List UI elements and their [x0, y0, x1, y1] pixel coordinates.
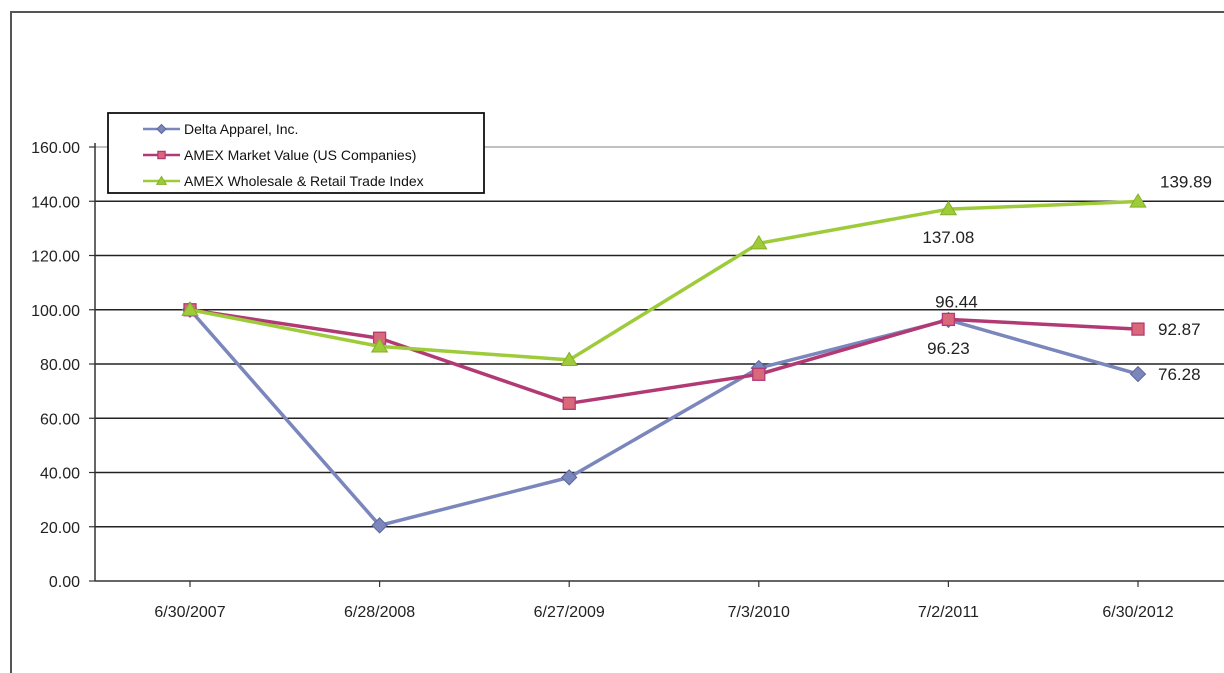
y-tick-labels: 0.00 20.00 40.00 60.00 80.00 100.00 120.00 140.… [31, 140, 80, 591]
series-line [189, 308, 1139, 406]
square-marker [562, 396, 576, 410]
triangle-marker [560, 351, 578, 367]
legend-box [107, 112, 485, 194]
triangle-marker [155, 175, 168, 185]
legend-label: AMEX Wholesale & Retail Trade Index [184, 173, 424, 189]
legend-item: AMEX Wholesale & Retail Trade Index [143, 173, 424, 189]
y-tick-label: 140.00 [31, 194, 80, 211]
square-marker [752, 367, 766, 381]
triangle-marker [1129, 193, 1147, 208]
triangle-marker [750, 234, 768, 250]
x-tick-label: 6/30/2007 [154, 604, 225, 621]
triangle-marker [181, 301, 199, 316]
y-tick-label: 20.00 [40, 520, 80, 537]
x-tick-label: 6/27/2009 [534, 604, 605, 621]
legend: Delta Apparel, Inc. AMEX Market Value (US… [107, 112, 485, 194]
plot-series [181, 193, 1147, 534]
series-2 [181, 193, 1147, 367]
x-tick-label: 6/28/2008 [344, 604, 415, 621]
x-tick-label: 6/30/2012 [1102, 604, 1173, 621]
series-line [188, 308, 1139, 528]
triangle-marker [370, 337, 389, 353]
legend-label: Delta Apparel, Inc. [184, 121, 298, 137]
y-tick-label: 0.00 [49, 574, 80, 591]
frame-border [10, 11, 1224, 673]
square-marker [1131, 322, 1145, 336]
x-tick-label: 7/3/2010 [728, 604, 790, 621]
data-label: 92.87 [1158, 320, 1201, 339]
data-annotations: 139.89 137.08 96.44 96.23 92.87 76.28 [922, 173, 1212, 385]
diamond-marker [1129, 365, 1147, 383]
legend-label: AMEX Market Value (US Companies) [184, 147, 416, 163]
legend-item: Delta Apparel, Inc. [143, 121, 298, 137]
x-tick-labels: 6/30/2007 6/28/2008 6/27/2009 7/3/2010 7/2/2… [154, 604, 1173, 621]
data-label: 96.23 [927, 339, 970, 358]
x-tick-label: 7/2/2011 [918, 604, 979, 621]
y-tick-label: 160.00 [31, 140, 80, 157]
square-marker [157, 150, 166, 160]
square-marker [941, 312, 956, 327]
triangle-marker [939, 200, 958, 216]
y-tick-label: 100.00 [31, 303, 80, 320]
series-line [189, 199, 1139, 362]
data-label: 76.28 [1158, 365, 1201, 384]
legend-item: AMEX Market Value (US Companies) [143, 147, 416, 163]
diamond-marker [560, 469, 578, 486]
y-tick-label: 60.00 [40, 411, 80, 428]
data-label: 139.89 [1160, 173, 1212, 192]
axes [89, 143, 1224, 587]
data-label: 137.08 [922, 228, 974, 247]
data-label: 96.44 [935, 292, 978, 311]
diamond-marker [156, 123, 167, 135]
diamond-marker [371, 517, 388, 534]
y-tick-label: 120.00 [31, 249, 80, 266]
y-tick-label: 40.00 [40, 466, 80, 483]
y-tick-label: 80.00 [40, 357, 80, 374]
